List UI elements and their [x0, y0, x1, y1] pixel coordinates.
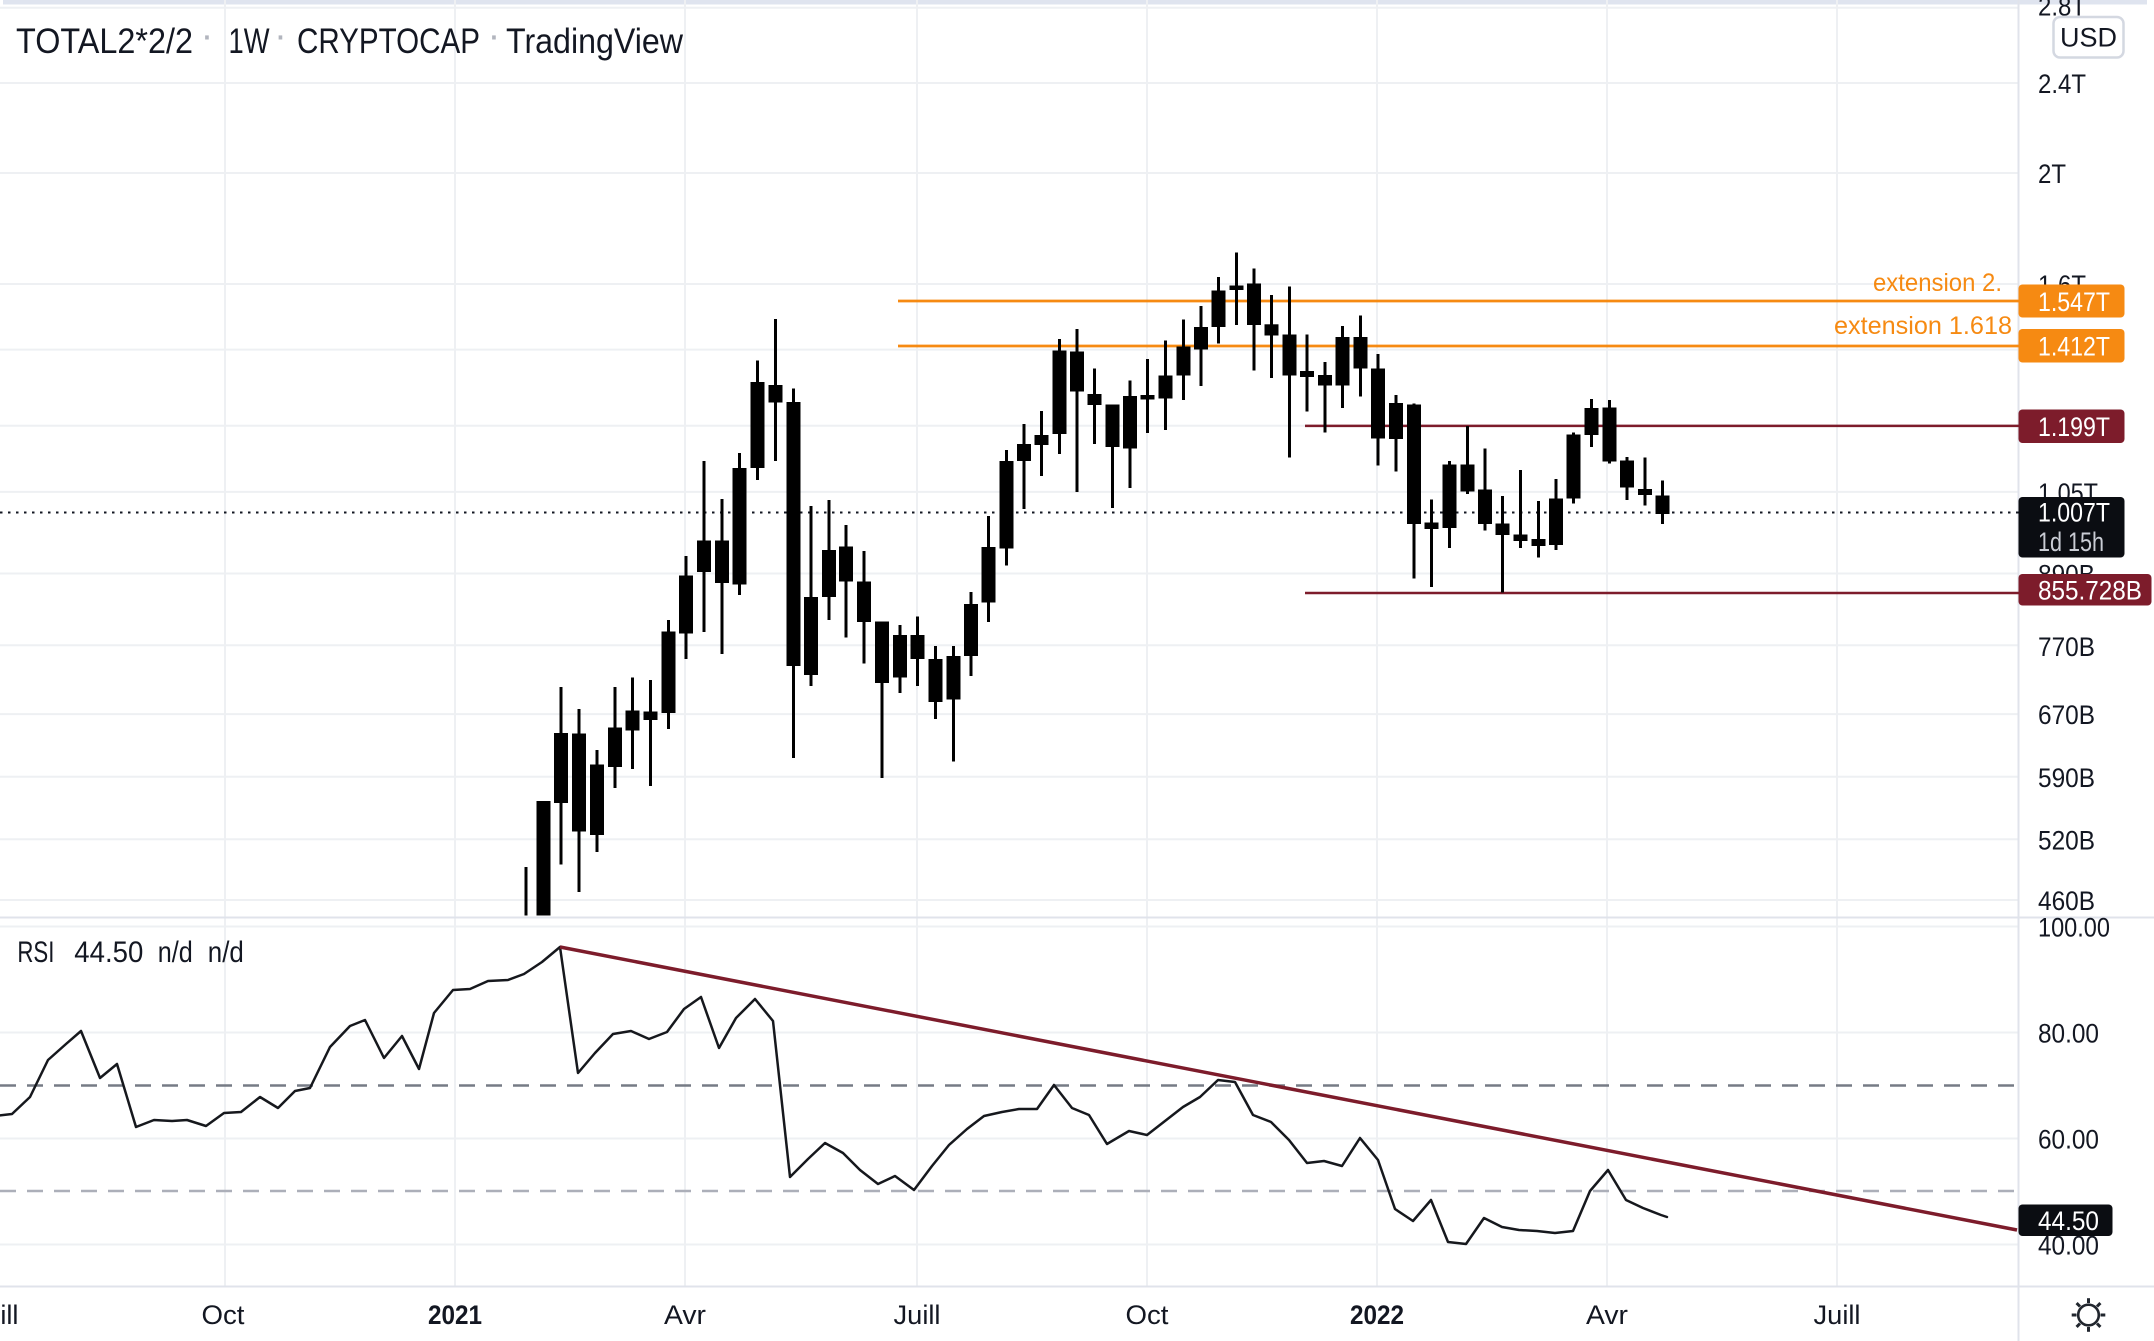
- svg-text:460B: 460B: [2038, 886, 2095, 916]
- svg-text:·: ·: [201, 15, 214, 57]
- svg-text:770B: 770B: [2038, 632, 2095, 662]
- svg-text:520B: 520B: [2038, 825, 2095, 855]
- svg-text:855.728B: 855.728B: [2038, 576, 2142, 606]
- svg-text:1.007T: 1.007T: [2038, 498, 2110, 528]
- svg-text:2022: 2022: [1350, 1300, 1404, 1330]
- svg-text:1.412T: 1.412T: [2038, 332, 2110, 362]
- svg-text:CRYPTOCAP: CRYPTOCAP: [297, 22, 480, 61]
- svg-text:670B: 670B: [2038, 700, 2095, 730]
- svg-text:Avr: Avr: [1586, 1300, 1628, 1330]
- svg-text:44.50: 44.50: [2038, 1206, 2099, 1236]
- svg-text:590B: 590B: [2038, 763, 2095, 793]
- svg-text:2.4T: 2.4T: [2038, 69, 2086, 99]
- svg-text:n/d: n/d: [158, 936, 193, 969]
- svg-text:Oct: Oct: [1126, 1300, 1169, 1330]
- svg-text:1.547T: 1.547T: [2038, 287, 2110, 317]
- svg-text:Oct: Oct: [202, 1300, 245, 1330]
- svg-text:Juill: Juill: [1814, 1300, 1861, 1330]
- svg-text:n/d: n/d: [208, 936, 244, 969]
- svg-text:extension 2.: extension 2.: [1873, 269, 2002, 297]
- svg-text:80.00: 80.00: [2038, 1019, 2099, 1049]
- svg-text:extension 1.618: extension 1.618: [1834, 312, 2012, 340]
- svg-text:1d 15h: 1d 15h: [2038, 527, 2104, 557]
- svg-text:Juill: Juill: [894, 1300, 941, 1330]
- svg-text:60.00: 60.00: [2038, 1125, 2099, 1155]
- svg-text:44.50: 44.50: [74, 936, 143, 969]
- svg-text:2T: 2T: [2038, 159, 2066, 189]
- svg-text:·: ·: [488, 15, 501, 57]
- svg-text:TOTAL2*2/2: TOTAL2*2/2: [16, 22, 193, 61]
- svg-text:Avr: Avr: [664, 1300, 706, 1330]
- svg-text:TradingView: TradingView: [506, 22, 684, 61]
- svg-text:Juill: Juill: [0, 1300, 19, 1330]
- svg-text:100.00: 100.00: [2038, 913, 2110, 943]
- svg-text:1.199T: 1.199T: [2038, 412, 2110, 442]
- svg-text:USD: USD: [2060, 23, 2117, 53]
- svg-text:·: ·: [274, 15, 287, 57]
- svg-text:2021: 2021: [428, 1300, 482, 1330]
- svg-text:RSI: RSI: [17, 936, 54, 969]
- svg-text:1W: 1W: [229, 22, 270, 61]
